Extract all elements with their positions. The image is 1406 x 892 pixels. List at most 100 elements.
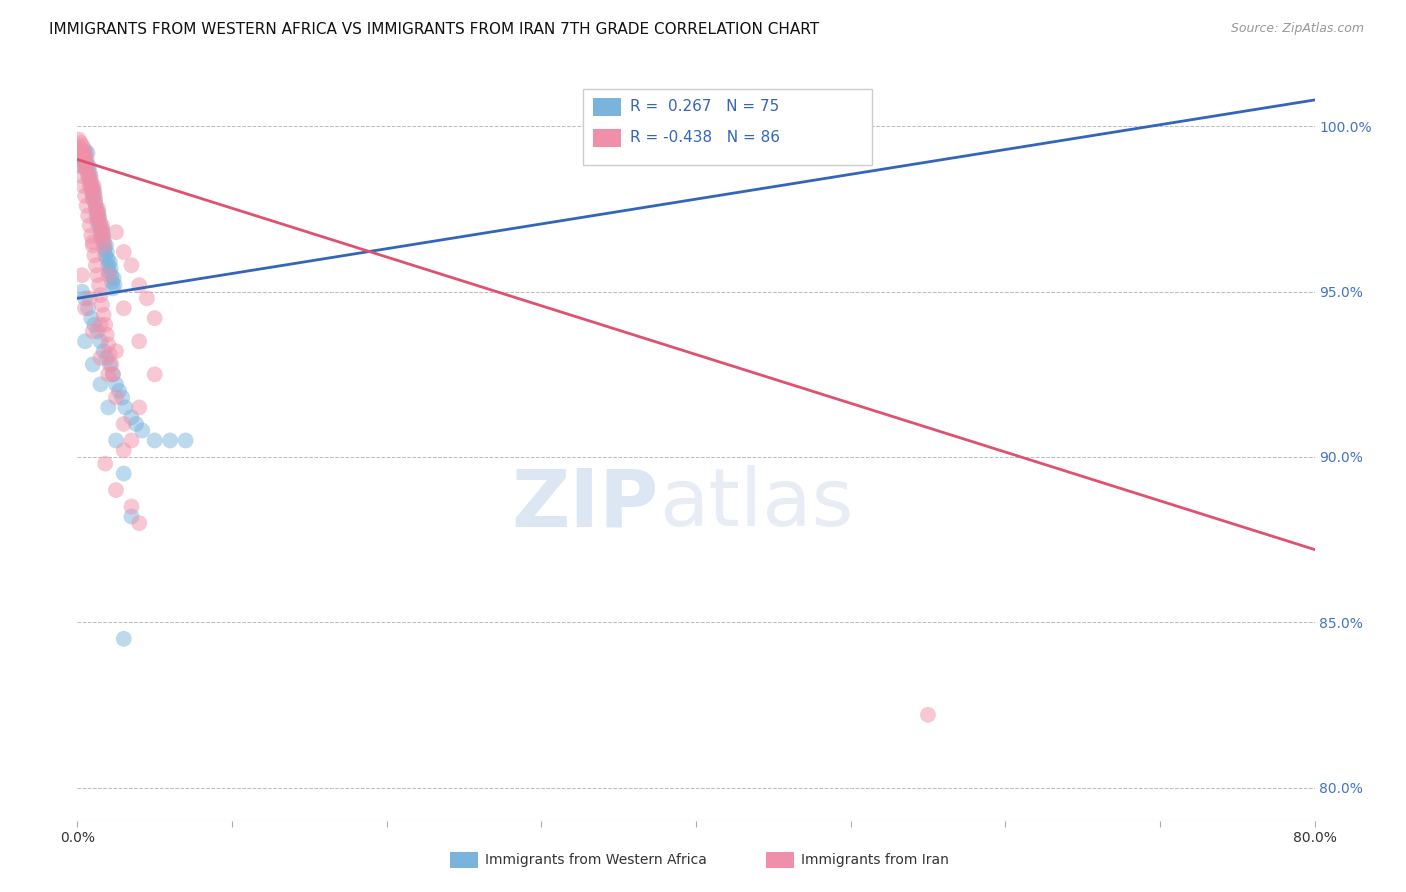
Point bbox=[67, 133, 90, 147]
Point bbox=[94, 318, 117, 332]
Text: Immigrants from Iran: Immigrants from Iran bbox=[801, 853, 949, 867]
Point bbox=[93, 232, 115, 246]
Point bbox=[72, 178, 94, 193]
Point bbox=[86, 215, 108, 229]
Point bbox=[159, 434, 181, 448]
Point bbox=[93, 238, 115, 252]
Point bbox=[86, 268, 108, 282]
Point bbox=[75, 155, 97, 169]
Point bbox=[101, 368, 124, 382]
Point bbox=[75, 145, 97, 160]
Point bbox=[69, 145, 91, 160]
Point bbox=[90, 225, 111, 239]
Point bbox=[97, 368, 120, 382]
Point bbox=[143, 434, 166, 448]
Point bbox=[87, 202, 110, 216]
Point bbox=[80, 182, 103, 196]
Point bbox=[86, 209, 108, 223]
Point bbox=[121, 258, 143, 272]
Point bbox=[83, 182, 105, 196]
Text: atlas: atlas bbox=[659, 465, 853, 543]
Point bbox=[112, 417, 135, 431]
Text: R = -0.438   N = 86: R = -0.438 N = 86 bbox=[630, 130, 780, 145]
Point bbox=[143, 368, 166, 382]
Point bbox=[83, 318, 105, 332]
Point bbox=[105, 391, 127, 405]
Point bbox=[75, 159, 96, 173]
Text: ZIP: ZIP bbox=[512, 465, 659, 543]
Point bbox=[917, 707, 939, 722]
Point bbox=[97, 337, 120, 351]
Point bbox=[76, 159, 98, 173]
Point bbox=[84, 202, 107, 216]
Point bbox=[112, 467, 135, 481]
Point bbox=[80, 228, 103, 243]
Point bbox=[174, 434, 197, 448]
Point bbox=[91, 228, 114, 243]
Point bbox=[105, 434, 127, 448]
Point bbox=[121, 410, 143, 425]
Point bbox=[77, 166, 100, 180]
Point bbox=[77, 172, 100, 186]
Point bbox=[67, 139, 90, 153]
Point bbox=[86, 324, 108, 338]
Point bbox=[72, 139, 94, 153]
Point bbox=[70, 143, 93, 157]
Point bbox=[91, 219, 114, 233]
Point bbox=[98, 358, 121, 372]
Point bbox=[76, 145, 98, 160]
Point bbox=[77, 159, 100, 173]
Point bbox=[87, 211, 110, 226]
Point bbox=[143, 311, 166, 326]
Point bbox=[105, 483, 127, 497]
Point bbox=[79, 169, 101, 183]
Point bbox=[98, 265, 121, 279]
Point bbox=[94, 248, 117, 262]
Point bbox=[128, 516, 150, 530]
Point bbox=[93, 235, 115, 249]
Point bbox=[91, 222, 114, 236]
Point bbox=[80, 178, 103, 193]
Point bbox=[90, 228, 112, 243]
Point bbox=[108, 384, 131, 398]
Point bbox=[76, 153, 98, 167]
Point bbox=[128, 401, 150, 415]
Point bbox=[79, 219, 101, 233]
Point bbox=[79, 172, 101, 186]
Point bbox=[84, 199, 107, 213]
Point bbox=[93, 308, 115, 322]
Point bbox=[75, 334, 96, 349]
Point bbox=[72, 153, 94, 167]
Point bbox=[96, 245, 118, 260]
Point bbox=[121, 509, 143, 524]
Point bbox=[90, 288, 111, 302]
Point bbox=[72, 145, 94, 160]
Point bbox=[77, 169, 100, 183]
Point bbox=[101, 281, 124, 295]
Point bbox=[89, 215, 111, 229]
Point bbox=[94, 238, 117, 252]
Point bbox=[96, 252, 118, 266]
Point bbox=[84, 258, 107, 272]
Point bbox=[69, 159, 91, 173]
Point bbox=[84, 192, 107, 206]
Point bbox=[73, 153, 96, 167]
Point bbox=[70, 149, 93, 163]
Point bbox=[83, 189, 105, 203]
Point bbox=[80, 186, 103, 200]
Point bbox=[80, 176, 103, 190]
Point bbox=[103, 278, 125, 293]
Point bbox=[90, 377, 111, 392]
Point bbox=[79, 291, 101, 305]
Point bbox=[69, 136, 91, 150]
Point bbox=[93, 242, 115, 256]
Point bbox=[87, 205, 110, 219]
Point bbox=[91, 225, 114, 239]
Point bbox=[77, 301, 100, 316]
Point bbox=[70, 285, 93, 299]
Point bbox=[112, 245, 135, 260]
Point bbox=[83, 248, 105, 262]
Point bbox=[87, 278, 110, 293]
Point bbox=[96, 351, 118, 365]
Point bbox=[77, 209, 100, 223]
